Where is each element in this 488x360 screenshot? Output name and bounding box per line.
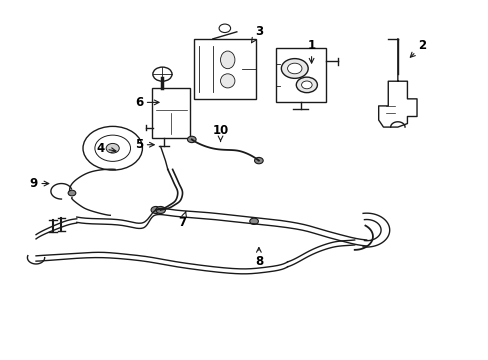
Circle shape (187, 136, 196, 143)
Circle shape (153, 67, 172, 81)
Circle shape (219, 24, 230, 32)
Circle shape (249, 218, 258, 224)
Text: 5: 5 (135, 138, 154, 151)
Circle shape (156, 207, 165, 213)
Text: 7: 7 (178, 212, 186, 229)
Text: 1: 1 (307, 40, 315, 63)
Circle shape (287, 63, 302, 74)
Text: 2: 2 (409, 40, 425, 57)
Circle shape (68, 190, 76, 196)
Circle shape (281, 59, 307, 78)
Ellipse shape (220, 74, 234, 88)
Circle shape (296, 77, 317, 93)
Circle shape (254, 157, 263, 164)
Circle shape (95, 135, 130, 161)
Circle shape (151, 207, 160, 213)
FancyBboxPatch shape (152, 87, 190, 138)
Circle shape (106, 143, 119, 153)
Text: 3: 3 (251, 25, 263, 43)
Ellipse shape (220, 51, 234, 69)
Bar (275, 48, 325, 102)
Circle shape (301, 81, 311, 89)
Bar (194, 39, 256, 99)
Text: 8: 8 (254, 248, 263, 267)
Text: 9: 9 (29, 177, 49, 190)
Text: 10: 10 (212, 124, 228, 141)
Text: 6: 6 (135, 96, 159, 109)
Text: 4: 4 (97, 142, 116, 155)
Circle shape (83, 126, 142, 170)
